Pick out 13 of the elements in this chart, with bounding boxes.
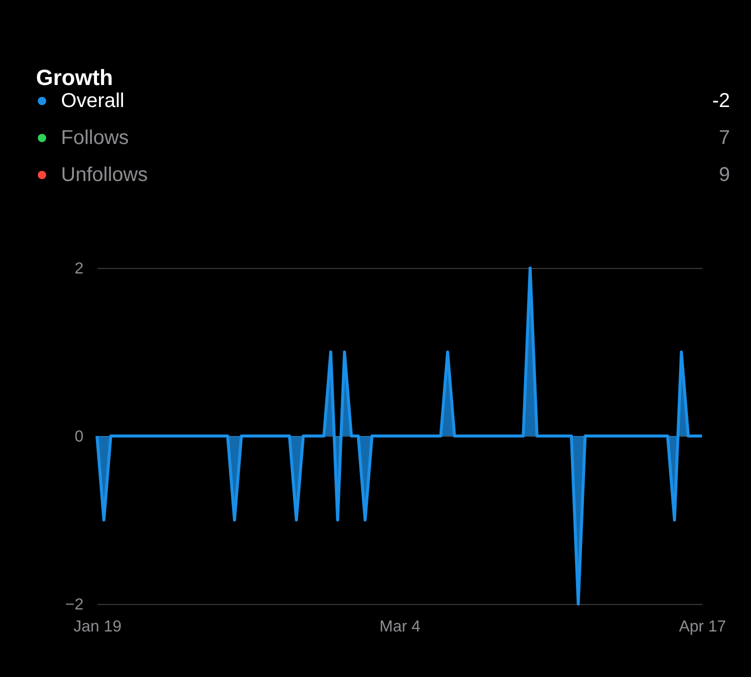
- legend-label: Overall: [61, 90, 124, 112]
- y-tick-label: 2: [74, 260, 84, 278]
- text: 9: [718, 164, 730, 186]
- x-tick-label: Jan 19: [73, 618, 122, 636]
- x-tick-label: Apr 17: [678, 618, 726, 636]
- text: -2: [712, 90, 730, 112]
- legend-label: Unfollows: [61, 164, 148, 186]
- x-tick-label: Mar 4: [380, 618, 421, 636]
- chart-title: Growth: [36, 65, 113, 90]
- legend-label: Follows: [61, 127, 129, 149]
- text: 7: [718, 127, 730, 149]
- y-tick-label: 0: [74, 428, 84, 446]
- y-tick-label: −2: [65, 596, 84, 614]
